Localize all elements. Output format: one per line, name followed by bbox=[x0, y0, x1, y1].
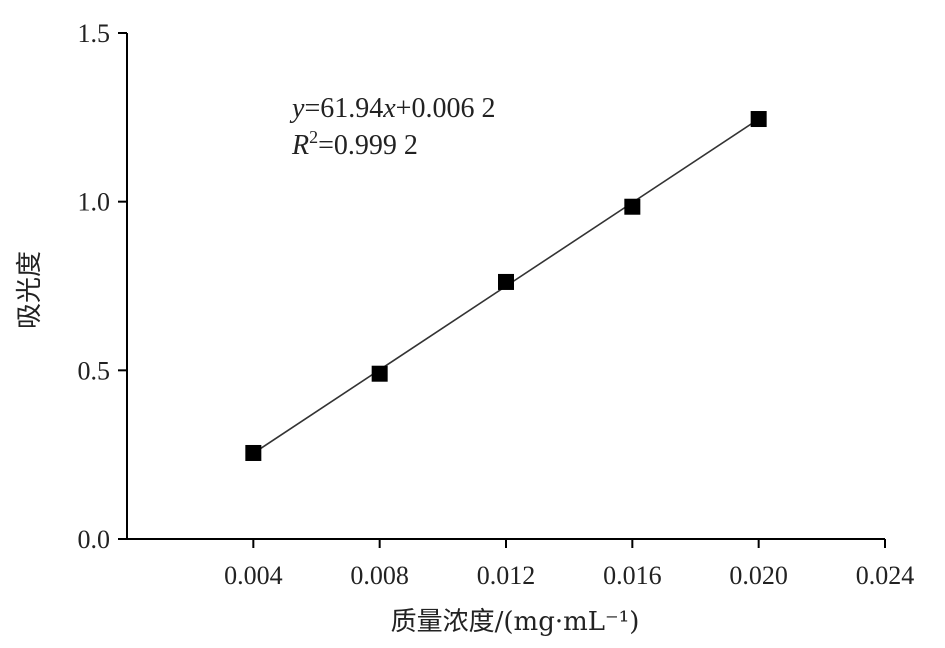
y-tick-label: 0.0 bbox=[78, 525, 111, 554]
data-point bbox=[245, 444, 262, 461]
x-tick-label: 0.024 bbox=[856, 561, 915, 590]
y-axis-title: 吸光度 bbox=[15, 251, 45, 329]
x-ticks: 0.004 0.008 0.012 0.016 0.020 0.024 bbox=[224, 539, 914, 590]
x-tick-label: 0.012 bbox=[477, 561, 536, 590]
y-ticks: 0.0 0.5 1.0 1.5 bbox=[78, 19, 127, 554]
data-point bbox=[371, 365, 388, 382]
equation-annotation: y=61.94x+0.006 2 bbox=[289, 93, 495, 124]
y-tick-label: 1.0 bbox=[78, 188, 111, 217]
r-squared-annotation: R2=0.999 2 bbox=[291, 127, 418, 161]
x-tick-label: 0.016 bbox=[603, 561, 662, 590]
y-tick-label: 0.5 bbox=[78, 356, 111, 385]
y-tick-label: 1.5 bbox=[78, 19, 111, 48]
x-tick-label: 0.008 bbox=[350, 561, 409, 590]
data-points bbox=[245, 111, 767, 461]
x-axis-title: 质量浓度/(mg·mL⁻¹) bbox=[391, 607, 640, 637]
data-point bbox=[624, 198, 641, 215]
data-point bbox=[498, 273, 514, 290]
x-tick-label: 0.004 bbox=[224, 561, 283, 590]
x-tick-label: 0.020 bbox=[729, 561, 788, 590]
data-point bbox=[750, 111, 767, 128]
